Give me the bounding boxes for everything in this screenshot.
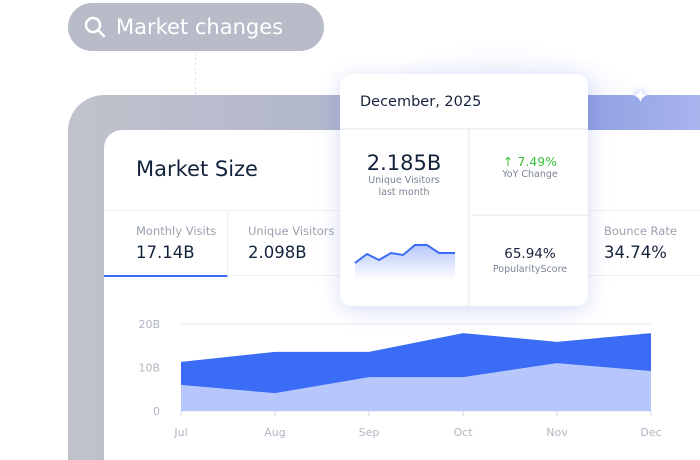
search-text: Market changes [116, 15, 284, 39]
popularity-value: 65.94% [504, 246, 556, 262]
card-title: Market Size [136, 157, 258, 181]
sparkline [354, 244, 455, 280]
search-icon [84, 16, 106, 38]
y-tick-label: 20B [138, 318, 160, 331]
stat-value: 34.74% [604, 243, 667, 262]
connector-line [195, 52, 196, 95]
area-series-1 [181, 363, 651, 411]
visitors-label: Unique Visitors [368, 175, 440, 186]
tab-unique-visitors[interactable]: Unique Visitors 2.098B [216, 211, 340, 277]
search-pill[interactable]: Market changes [68, 3, 324, 51]
y-tick-label: 10B [138, 362, 160, 375]
visitors-cell: 2.185B Unique Visitors last month [340, 130, 470, 306]
popularity-label: PopularityScore [492, 264, 568, 275]
popularity-cell: 65.94% PopularityScore [472, 216, 588, 306]
yoy-cell: ↑ 7.49% YoY Change [472, 130, 588, 216]
tab-bounce-rate[interactable]: Bounce Rate 34.74% [572, 211, 700, 277]
tab-monthly-visits[interactable]: Monthly Visits 17.14B [104, 211, 228, 277]
x-tick-label: Jul [173, 426, 187, 439]
x-tick-label: Nov [546, 426, 568, 439]
stat-value: 2.098B [248, 243, 307, 262]
visitors-value: 2.185B [366, 151, 442, 175]
x-tick-label: Dec [640, 426, 661, 439]
yoy-label: YoY Change [502, 169, 558, 180]
x-tick-label: Sep [359, 426, 380, 439]
sparkle-icon: ✦ [632, 84, 649, 108]
stat-label: Bounce Rate [604, 224, 677, 238]
detail-popup: December, 2025 2.185B Unique Visitors la… [340, 74, 588, 306]
stat-label: Monthly Visits [136, 224, 217, 238]
yoy-value: ↑ 7.49% [502, 154, 558, 169]
x-tick-label: Oct [453, 426, 473, 439]
visitors-sublabel: last month [378, 187, 430, 198]
y-tick-label: 0 [153, 405, 160, 418]
x-tick-label: Aug [264, 426, 285, 439]
popup-date: December, 2025 [340, 74, 588, 130]
stat-value: 17.14B [136, 243, 195, 262]
stat-label: Unique Visitors [248, 224, 335, 238]
